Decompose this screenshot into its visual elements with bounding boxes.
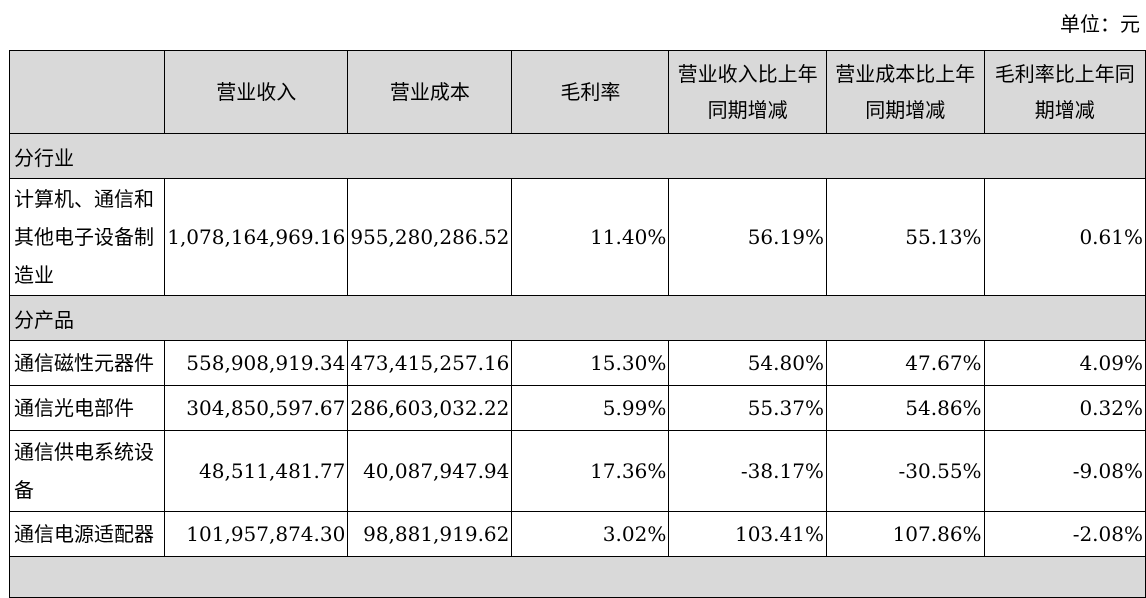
- margin-change-cell: -9.08%: [983, 430, 1146, 512]
- margin-change-cell: -2.08%: [983, 511, 1146, 557]
- header-row: 营业收入 营业成本 毛利率 营业收入比上年同期增减 营业成本比上年同期增减 毛利…: [8, 50, 1146, 134]
- header-revenue-change: 营业收入比上年同期增减: [668, 50, 827, 134]
- cost-cell: 98,881,919.62: [347, 511, 513, 557]
- margin-change-cell: 4.09%: [983, 340, 1146, 386]
- row-label: 通信供电系统设备: [8, 430, 166, 512]
- section-row-product: 分产品: [9, 295, 1146, 341]
- cost-change-cell: 47.67%: [825, 340, 985, 386]
- cost-cell: 40,087,947.94: [347, 430, 513, 512]
- section-label-industry: 分行业: [9, 133, 1146, 179]
- revenue-cell: 48,511,481.77: [164, 430, 349, 512]
- revenue-breakdown-table: 营业收入 营业成本 毛利率 营业收入比上年同期增减 营业成本比上年同期增减 毛利…: [8, 50, 1146, 598]
- section-row-industry: 分行业: [9, 133, 1146, 179]
- table-row: 通信磁性元器件 558,908,919.34 473,415,257.16 15…: [8, 340, 1146, 386]
- revenue-cell: 304,850,597.67: [164, 385, 349, 431]
- table-row: 通信供电系统设备 48,511,481.77 40,087,947.94 17.…: [8, 430, 1146, 512]
- gross-margin-cell: 3.02%: [511, 511, 670, 557]
- header-corner: [8, 50, 166, 134]
- header-cost: 营业成本: [347, 50, 513, 134]
- gross-margin-cell: 17.36%: [511, 430, 670, 512]
- revenue-change-cell: 54.80%: [668, 340, 827, 386]
- cost-cell: 955,280,286.52: [347, 178, 513, 296]
- cost-change-cell: -30.55%: [825, 430, 985, 512]
- header-margin-change: 毛利率比上年同期增减: [983, 50, 1146, 134]
- table-row: 通信电源适配器 101,957,874.30 98,881,919.62 3.0…: [8, 511, 1146, 557]
- table-row: 计算机、通信和其他电子设备制造业 1,078,164,969.16 955,28…: [8, 178, 1146, 296]
- section-label-product: 分产品: [9, 295, 1146, 341]
- row-label: 通信光电部件: [8, 385, 166, 431]
- revenue-cell: 558,908,919.34: [164, 340, 349, 386]
- cost-change-cell: 54.86%: [825, 385, 985, 431]
- cost-cell: 286,603,032.22: [347, 385, 513, 431]
- revenue-change-cell: -38.17%: [668, 430, 827, 512]
- header-cost-change: 营业成本比上年同期增减: [825, 50, 985, 134]
- cost-change-cell: 55.13%: [825, 178, 985, 296]
- cost-change-cell: 107.86%: [825, 511, 985, 557]
- margin-change-cell: 0.32%: [983, 385, 1146, 431]
- gross-margin-cell: 5.99%: [511, 385, 670, 431]
- revenue-change-cell: 55.37%: [668, 385, 827, 431]
- footer-band: [9, 556, 1146, 598]
- row-label: 计算机、通信和其他电子设备制造业: [8, 178, 166, 296]
- row-label: 通信电源适配器: [8, 511, 166, 557]
- header-gross-margin: 毛利率: [511, 50, 670, 134]
- unit-label: 单位：元: [1060, 12, 1140, 36]
- revenue-change-cell: 56.19%: [668, 178, 827, 296]
- gross-margin-cell: 15.30%: [511, 340, 670, 386]
- table-row: 通信光电部件 304,850,597.67 286,603,032.22 5.9…: [8, 385, 1146, 431]
- gross-margin-cell: 11.40%: [511, 178, 670, 296]
- revenue-cell: 101,957,874.30: [164, 511, 349, 557]
- margin-change-cell: 0.61%: [983, 178, 1146, 296]
- cost-cell: 473,415,257.16: [347, 340, 513, 386]
- header-revenue: 营业收入: [164, 50, 349, 134]
- revenue-cell: 1,078,164,969.16: [164, 178, 349, 296]
- row-label: 通信磁性元器件: [8, 340, 166, 386]
- footer-row: [9, 556, 1146, 598]
- revenue-change-cell: 103.41%: [668, 511, 827, 557]
